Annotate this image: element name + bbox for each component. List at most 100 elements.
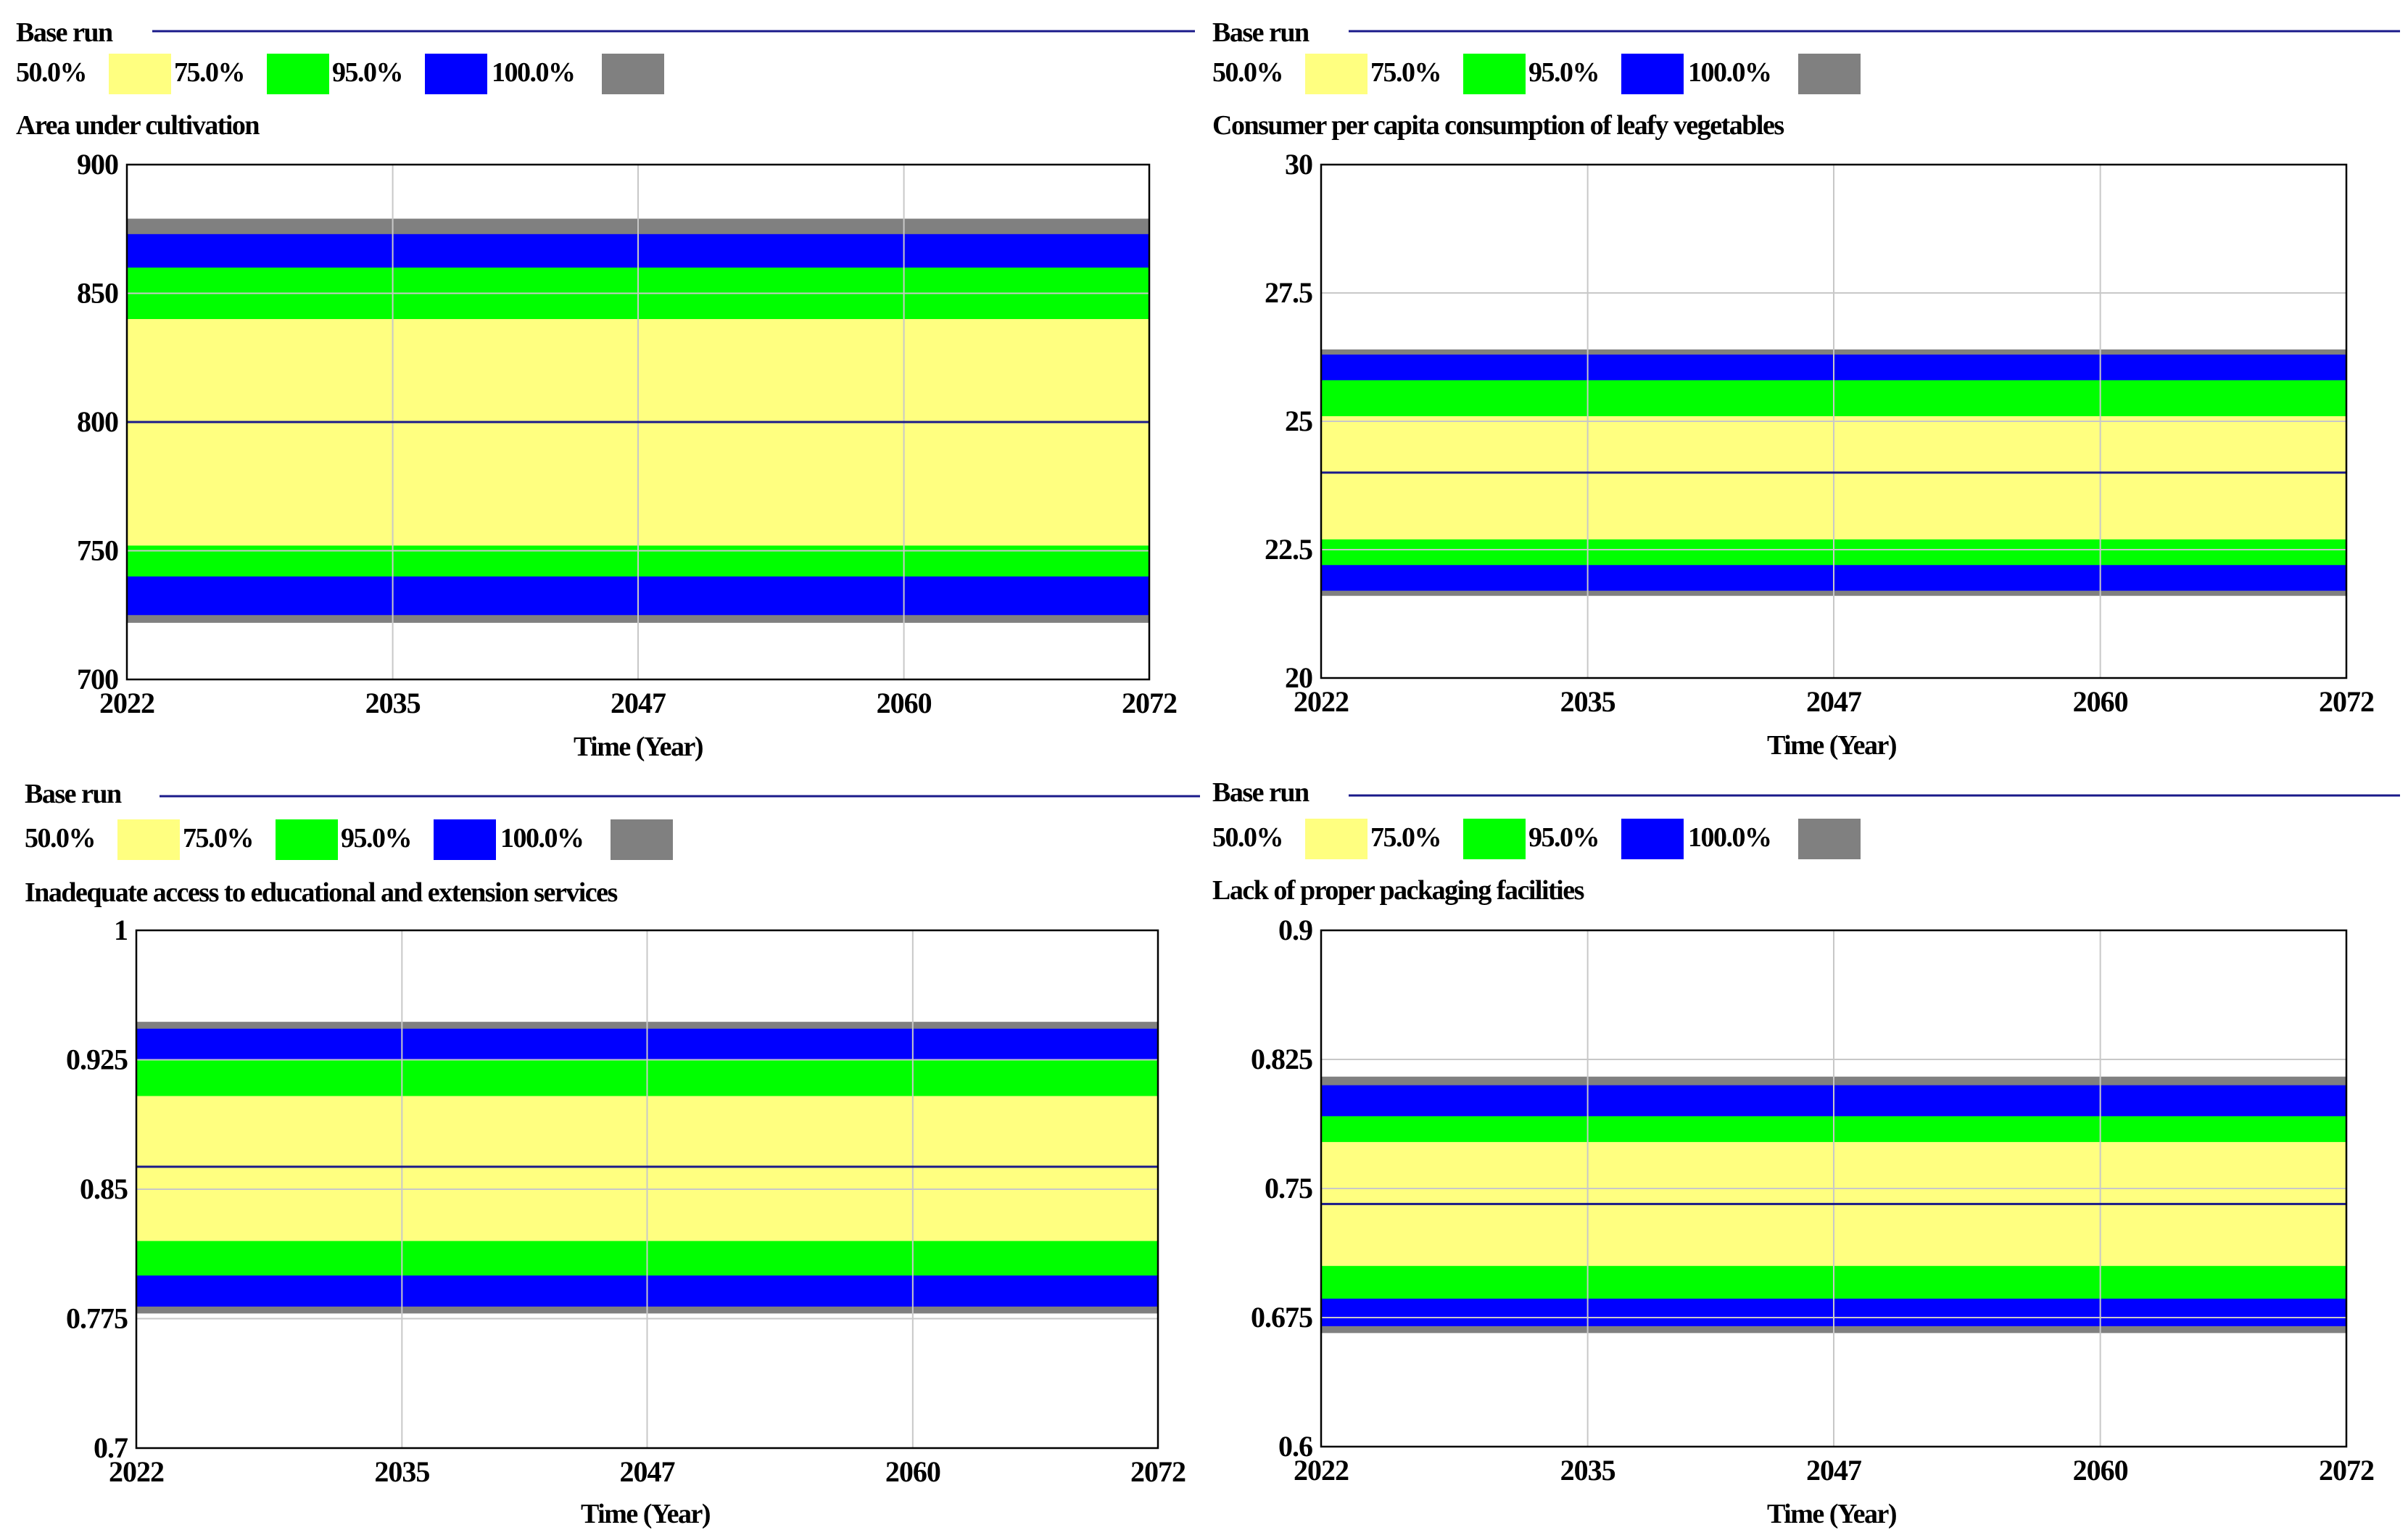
x-axis-label: Time (Year): [581, 1499, 710, 1529]
legend-swatch-100: [1798, 54, 1861, 94]
legend-label-95: 95.0%: [332, 57, 402, 88]
chart-title: Consumer per capita consumption of leafy…: [1212, 110, 1784, 141]
legend-swatch-50: [117, 819, 180, 860]
plot-area: 0.7 0.775 0.85 0.925 1 2022 2035 2047 2060 2072: [66, 914, 1186, 1488]
y-tick-label: 750: [77, 534, 118, 567]
legend-swatch-50: [1305, 819, 1368, 859]
legend-swatch-95: [434, 819, 496, 860]
legend-label-50: 50.0%: [16, 57, 86, 88]
chart-panel: Base run 50.0% 75.0% 95.0% 100.0% Consum…: [1204, 0, 2407, 769]
legend-label-100: 100.0%: [500, 823, 584, 853]
chart-title: Inadequate access to educational and ext…: [25, 877, 618, 908]
chart-panel: Base run 50.0% 75.0% 95.0% 100.0% Inadeq…: [0, 769, 1204, 1537]
y-tick-label: 0.825: [1251, 1043, 1312, 1075]
plot-frame: [135, 929, 1159, 1450]
legend-swatch-95: [425, 54, 487, 94]
legend-base-run-label: Base run: [16, 17, 113, 48]
chart-svg: Base run 50.0% 75.0% 95.0% 100.0% Consum…: [1212, 17, 2400, 761]
x-tick-label: 2060: [885, 1455, 940, 1488]
legend-label-50: 50.0%: [1212, 57, 1283, 88]
y-tick-label: 850: [77, 277, 118, 310]
legend-swatch-95: [1621, 54, 1684, 94]
legend-swatch-75: [276, 819, 338, 860]
x-tick-label: 2047: [1806, 685, 1862, 718]
legend-swatch-75: [267, 54, 329, 94]
plot-frame: [125, 163, 1151, 681]
legend-swatch-50: [109, 54, 171, 94]
y-tick-label: 22.5: [1265, 533, 1312, 566]
y-tick-label: 0.7: [94, 1431, 128, 1464]
legend-label-75: 75.0%: [183, 823, 253, 853]
legend-base-run-label: Base run: [25, 779, 122, 809]
legend-label-95: 95.0%: [341, 823, 411, 853]
y-tick-label: 0.85: [80, 1173, 128, 1205]
y-tick-label: 30: [1285, 148, 1312, 181]
plot-area: 700 750 800 850 900 2022 2035 2047 2060 2072: [77, 148, 1178, 719]
y-tick-label: 0.9: [1278, 914, 1312, 946]
y-tick-label: 0.75: [1265, 1172, 1312, 1204]
legend-label-100: 100.0%: [492, 57, 575, 88]
plot-frame: [1320, 929, 2348, 1448]
legend-label-75: 75.0%: [1370, 822, 1441, 853]
x-tick-label: 2035: [1560, 685, 1615, 718]
y-tick-label: 900: [77, 148, 118, 181]
legend-label-95: 95.0%: [1528, 57, 1599, 88]
x-tick-label: 2060: [2073, 1454, 2128, 1487]
chart-title: Lack of proper packaging facilities: [1212, 875, 1584, 906]
legend-label-50: 50.0%: [1212, 822, 1283, 853]
x-axis-label: Time (Year): [1767, 730, 1896, 761]
x-tick-label: 2072: [1130, 1455, 1186, 1488]
y-tick-label: 700: [77, 663, 118, 695]
x-tick-label: 2072: [2319, 685, 2374, 718]
x-tick-label: 2035: [374, 1455, 429, 1488]
x-tick-label: 2022: [99, 687, 154, 719]
legend-swatch-100: [1798, 819, 1861, 859]
legend-base-run-label: Base run: [1212, 777, 1309, 808]
legend-swatch-95: [1621, 819, 1684, 859]
x-tick-label: 2022: [109, 1455, 164, 1488]
x-tick-label: 2047: [611, 687, 666, 719]
chart-svg: Base run 50.0% 75.0% 95.0% 100.0% Inadeq…: [25, 779, 1200, 1529]
y-tick-label: 20: [1285, 661, 1312, 694]
plot-frame: [1320, 163, 2348, 679]
x-axis-label: Time (Year): [1767, 1499, 1896, 1529]
legend-swatch-100: [602, 54, 664, 94]
y-tick-label: 1: [114, 914, 128, 946]
plot-area: 0.6 0.675 0.75 0.825 0.9 2022 2035 2047 2060 2072: [1251, 914, 2375, 1487]
y-tick-label: 27.5: [1265, 276, 1312, 309]
legend-swatch-75: [1463, 54, 1526, 94]
plot-area: 20 22.5 25 27.5 30 2022 2035 2047 2060 2072: [1265, 148, 2375, 718]
legend-label-75: 75.0%: [174, 57, 244, 88]
legend-label-100: 100.0%: [1688, 57, 1771, 88]
x-tick-label: 2072: [2319, 1454, 2374, 1487]
x-tick-label: 2060: [2073, 685, 2128, 718]
chart-panel: Base run 50.0% 75.0% 95.0% 100.0% Area u…: [0, 0, 1204, 769]
x-tick-label: 2035: [365, 687, 421, 719]
y-tick-label: 0.775: [66, 1302, 128, 1335]
y-tick-label: 25: [1285, 405, 1312, 437]
x-tick-label: 2035: [1560, 1454, 1615, 1487]
legend-label-50: 50.0%: [25, 823, 95, 853]
chart-svg: Base run 50.0% 75.0% 95.0% 100.0% Area u…: [16, 17, 1195, 762]
legend-swatch-50: [1305, 54, 1368, 94]
x-tick-label: 2047: [620, 1455, 676, 1488]
chart-panel: Base run 50.0% 75.0% 95.0% 100.0% Lack o…: [1204, 769, 2407, 1537]
x-tick-label: 2072: [1122, 687, 1177, 719]
y-tick-label: 0.675: [1251, 1301, 1312, 1334]
legend-swatch-100: [611, 819, 673, 860]
x-tick-label: 2022: [1294, 685, 1349, 718]
y-tick-label: 800: [77, 405, 118, 438]
legend-base-run-label: Base run: [1212, 17, 1309, 48]
legend-swatch-75: [1463, 819, 1526, 859]
x-axis-label: Time (Year): [574, 732, 703, 762]
x-tick-label: 2060: [877, 687, 932, 719]
y-tick-label: 0.6: [1278, 1430, 1312, 1463]
x-tick-label: 2047: [1806, 1454, 1862, 1487]
y-tick-label: 0.925: [66, 1043, 128, 1076]
legend-label-100: 100.0%: [1688, 822, 1771, 853]
legend-label-75: 75.0%: [1370, 57, 1441, 88]
chart-svg: Base run 50.0% 75.0% 95.0% 100.0% Lack o…: [1212, 777, 2400, 1529]
chart-title: Area under cultivation: [16, 110, 260, 141]
legend-label-95: 95.0%: [1528, 822, 1599, 853]
x-tick-label: 2022: [1294, 1454, 1349, 1487]
